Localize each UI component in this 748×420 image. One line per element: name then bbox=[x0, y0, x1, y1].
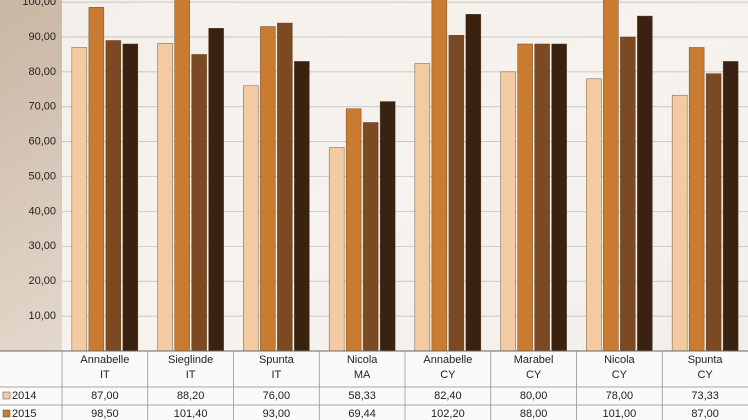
bar bbox=[414, 63, 431, 351]
bar bbox=[705, 73, 722, 351]
bar bbox=[586, 78, 602, 351]
y-tick-label: 60,00 bbox=[28, 136, 56, 148]
x-tick-label: IT bbox=[271, 369, 281, 381]
bar bbox=[722, 61, 739, 351]
data-label: 80,00 bbox=[520, 390, 548, 402]
x-tick-label: Nicola bbox=[347, 354, 378, 366]
x-tick-label: CY bbox=[526, 369, 542, 381]
x-tick-label: Annabelle bbox=[423, 354, 472, 366]
y-tick-label: 80,00 bbox=[28, 66, 56, 78]
data-label: 78,00 bbox=[606, 390, 634, 402]
x-tick-label: Sieglinde bbox=[168, 354, 213, 366]
y-tick-label: 10,00 bbox=[28, 310, 56, 322]
bar bbox=[345, 108, 362, 351]
data-label: 87,00 bbox=[691, 408, 719, 420]
bar bbox=[88, 7, 105, 351]
y-tick-label: 20,00 bbox=[28, 275, 56, 287]
table-background bbox=[0, 351, 748, 420]
bar bbox=[243, 85, 259, 351]
data-label: 73,33 bbox=[691, 390, 719, 402]
y-tick-label: 50,00 bbox=[28, 170, 56, 182]
bar bbox=[671, 94, 688, 351]
y-tick-label: 90,00 bbox=[28, 31, 56, 43]
bar bbox=[362, 122, 379, 351]
bar bbox=[448, 35, 465, 351]
y-tick-label: 40,00 bbox=[28, 205, 56, 217]
bar bbox=[122, 43, 139, 351]
bar bbox=[465, 14, 482, 351]
bar bbox=[431, 0, 448, 351]
bar bbox=[105, 40, 122, 351]
bar bbox=[603, 0, 619, 351]
bar bbox=[688, 47, 705, 351]
x-tick-label: Spunta bbox=[259, 354, 295, 366]
legend-label: 2015 bbox=[12, 408, 36, 420]
bar bbox=[500, 71, 516, 351]
x-tick-label: IT bbox=[100, 369, 110, 381]
bar bbox=[551, 43, 567, 351]
y-tick-label: 100,00 bbox=[22, 0, 56, 8]
x-tick-label: Annabelle bbox=[80, 354, 129, 366]
legend-swatch bbox=[2, 409, 11, 418]
bar bbox=[637, 15, 653, 351]
data-label: 87,00 bbox=[91, 390, 119, 402]
bar bbox=[208, 28, 224, 351]
x-tick-label: CY bbox=[612, 369, 628, 381]
data-label: 98,50 bbox=[91, 408, 119, 420]
bar bbox=[260, 26, 276, 351]
data-label: 82,40 bbox=[434, 390, 462, 402]
x-tick-label: CY bbox=[697, 369, 713, 381]
x-tick-label: CY bbox=[440, 369, 456, 381]
legend-swatch bbox=[2, 391, 11, 400]
bar bbox=[620, 36, 636, 351]
bar bbox=[277, 22, 293, 351]
data-label: 88,20 bbox=[177, 390, 205, 402]
bar bbox=[294, 61, 310, 351]
data-label: 93,00 bbox=[263, 408, 291, 420]
legend-label: 2014 bbox=[12, 390, 36, 402]
x-tick-label: Nicola bbox=[604, 354, 635, 366]
x-tick-label: Marabel bbox=[514, 354, 554, 366]
bar bbox=[379, 101, 396, 351]
x-tick-label: MA bbox=[354, 369, 371, 381]
bar bbox=[174, 0, 190, 351]
data-label: 76,00 bbox=[263, 390, 291, 402]
data-label: 101,00 bbox=[603, 408, 637, 420]
data-label: 69,44 bbox=[348, 408, 376, 420]
x-tick-label: IT bbox=[186, 369, 196, 381]
y-tick-label: 70,00 bbox=[28, 101, 56, 113]
bar bbox=[157, 43, 173, 351]
bar bbox=[328, 147, 345, 351]
data-label: 101,40 bbox=[174, 408, 208, 420]
y-tick-label: 30,00 bbox=[28, 240, 56, 252]
bar bbox=[517, 43, 533, 351]
data-label: 58,33 bbox=[348, 390, 376, 402]
bar bbox=[534, 43, 550, 351]
x-tick-label: Spunta bbox=[688, 354, 724, 366]
data-label: 88,00 bbox=[520, 408, 548, 420]
bar bbox=[71, 47, 88, 351]
data-label: 102,20 bbox=[431, 408, 465, 420]
bar bbox=[191, 54, 207, 351]
